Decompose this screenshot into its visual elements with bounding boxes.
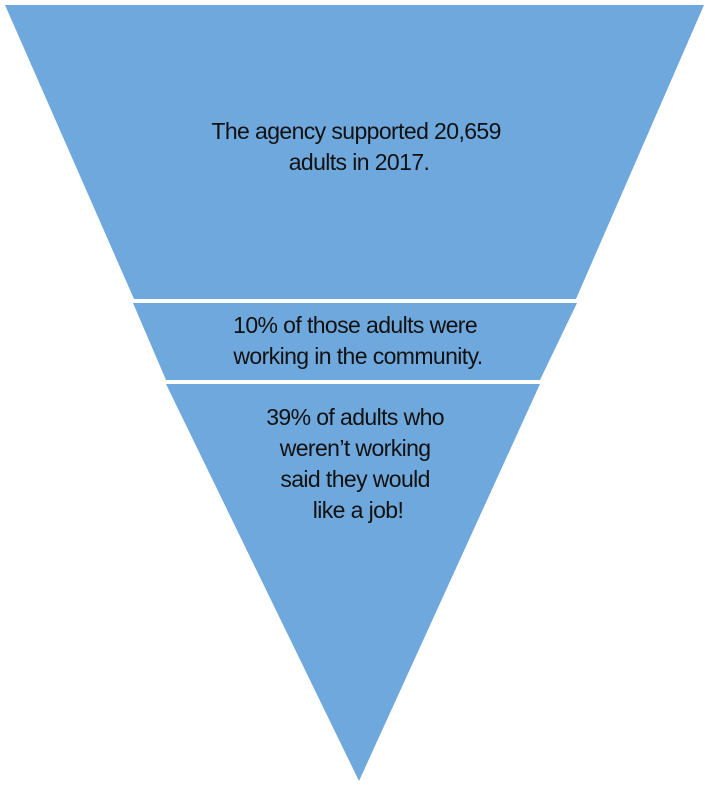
segment-2-line-1: 10% of those adults were <box>233 312 477 338</box>
segment-2-text: 10% of those adults were working in the … <box>232 312 482 369</box>
segment-3-line-4: like a job! <box>313 497 404 523</box>
segment-working-in-community: 10% of those adults were working in the … <box>133 303 577 380</box>
segment-3-text: 39% of adults who weren’t working said t… <box>266 404 450 523</box>
segment-3-line-1: 39% of adults who <box>266 404 444 430</box>
segment-3-line-3: said they would <box>280 466 430 492</box>
segment-adults-supported: The agency supported 20,659 adults in 20… <box>5 5 704 299</box>
segment-1-text: The agency supported 20,659 adults in 20… <box>211 118 506 175</box>
segment-2-line-2: working in the community. <box>232 343 482 369</box>
segment-would-like-job: 39% of adults who weren’t working said t… <box>166 384 540 781</box>
segment-1-line-1: The agency supported 20,659 <box>211 118 500 144</box>
segment-3-line-2: weren’t working <box>279 435 431 461</box>
segment-3-shape <box>166 384 540 781</box>
segment-2-shape <box>133 303 577 380</box>
segment-1-shape <box>5 5 704 299</box>
segment-1-line-2: adults in 2017. <box>289 149 430 175</box>
